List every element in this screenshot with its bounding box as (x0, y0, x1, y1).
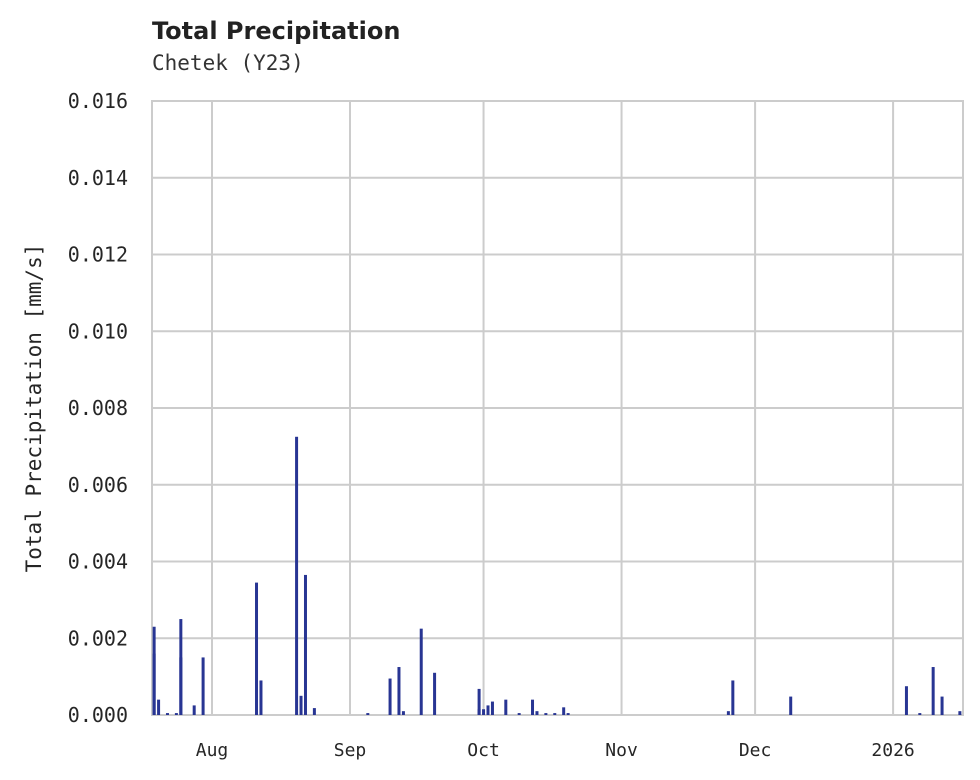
precip-bar (486, 705, 490, 715)
x-tick-label: Dec (739, 740, 772, 761)
y-tick-label: 0.008 (68, 396, 128, 420)
precip-bar (726, 711, 730, 715)
precip-bar (259, 680, 263, 715)
y-tick-label: 0.016 (68, 89, 128, 113)
precip-bar (388, 678, 392, 715)
precip-bar (904, 686, 908, 715)
precip-bar (535, 711, 539, 715)
precip-bar (303, 574, 307, 715)
x-tick-label: 2026 (871, 740, 914, 761)
precip-bar (179, 657, 183, 715)
precip-bar (299, 695, 303, 715)
precip-bar (940, 696, 944, 715)
y-tick-label: 0.012 (68, 243, 128, 267)
precip-bar (295, 436, 299, 715)
precip-bar (419, 628, 423, 715)
precip-bar (165, 713, 169, 715)
x-tick-label: Sep (334, 740, 367, 761)
precip-bar (482, 709, 486, 715)
y-tick-label: 0.002 (68, 626, 128, 650)
y-tick-label: 0.000 (68, 703, 128, 727)
y-tick-label: 0.006 (68, 473, 128, 497)
precip-bar (401, 711, 405, 715)
precip-bar (157, 699, 161, 715)
precip-bar (433, 672, 437, 715)
precip-bar (490, 701, 494, 715)
precip-bar (504, 699, 508, 715)
precip-bar (918, 713, 922, 715)
chart-subtitle: Chetek (Y23) (152, 51, 304, 75)
x-tick-label: Oct (467, 740, 500, 761)
y-tick-label: 0.004 (68, 550, 128, 574)
precip-bar (201, 657, 205, 715)
precip-bar (931, 667, 935, 715)
y-tick-label: 0.010 (68, 319, 128, 343)
precip-bar (562, 707, 566, 715)
precip-bar (192, 705, 196, 715)
precip-bar (255, 582, 259, 715)
precip-bar (366, 713, 370, 715)
precip-bar (731, 680, 735, 715)
precip-bar (544, 713, 548, 715)
precip-bar (958, 711, 962, 715)
precip-bar (477, 688, 481, 715)
precip-bar (566, 713, 570, 715)
precip-bar (397, 667, 401, 715)
precip-bar (312, 708, 316, 715)
x-tick-label: Nov (605, 740, 638, 761)
y-tick-label: 0.014 (68, 166, 128, 190)
chart-title: Total Precipitation (152, 17, 401, 45)
x-tick-label: Aug (196, 740, 229, 761)
precip-bar (553, 713, 557, 715)
precip-bar (531, 699, 535, 715)
precip-bar (174, 713, 178, 715)
precip-bar (152, 626, 156, 715)
precip-bar (789, 696, 793, 715)
plot-frame (151, 100, 964, 716)
precip-bar (517, 713, 521, 715)
